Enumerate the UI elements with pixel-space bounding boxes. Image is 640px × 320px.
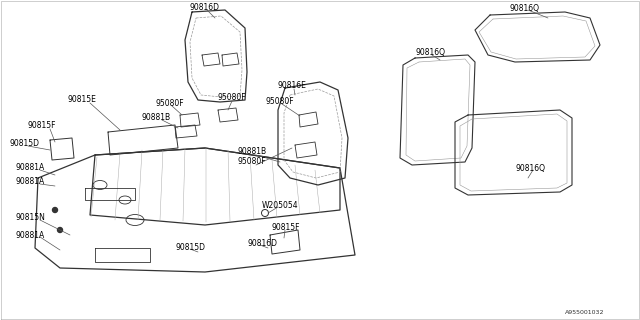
Text: 90881A: 90881A	[15, 230, 44, 239]
Text: 90816Q: 90816Q	[415, 47, 445, 57]
Text: 95080F: 95080F	[238, 157, 267, 166]
Text: 90881B: 90881B	[142, 114, 171, 123]
Text: 90815D: 90815D	[175, 243, 205, 252]
Circle shape	[58, 228, 63, 233]
Text: 90816D: 90816D	[248, 238, 278, 247]
Text: 90815F: 90815F	[272, 223, 301, 233]
Text: 95080F: 95080F	[155, 99, 184, 108]
Text: 90815D: 90815D	[10, 139, 40, 148]
Text: 90881B: 90881B	[238, 148, 267, 156]
Text: 90815N: 90815N	[15, 213, 45, 222]
Text: 90881A: 90881A	[15, 164, 44, 172]
Text: A955001032: A955001032	[565, 310, 605, 316]
Text: 95080F: 95080F	[218, 93, 246, 102]
Text: 90816Q: 90816Q	[516, 164, 546, 172]
Text: 90816E: 90816E	[278, 82, 307, 91]
Text: W205054: W205054	[262, 201, 299, 210]
Circle shape	[52, 207, 58, 212]
Text: 90815F: 90815F	[28, 122, 56, 131]
Text: 90881A: 90881A	[15, 178, 44, 187]
Text: 90815E: 90815E	[68, 95, 97, 105]
Text: 90816Q: 90816Q	[510, 4, 540, 12]
Text: 95080F: 95080F	[265, 97, 294, 106]
Text: 90816D: 90816D	[190, 4, 220, 12]
